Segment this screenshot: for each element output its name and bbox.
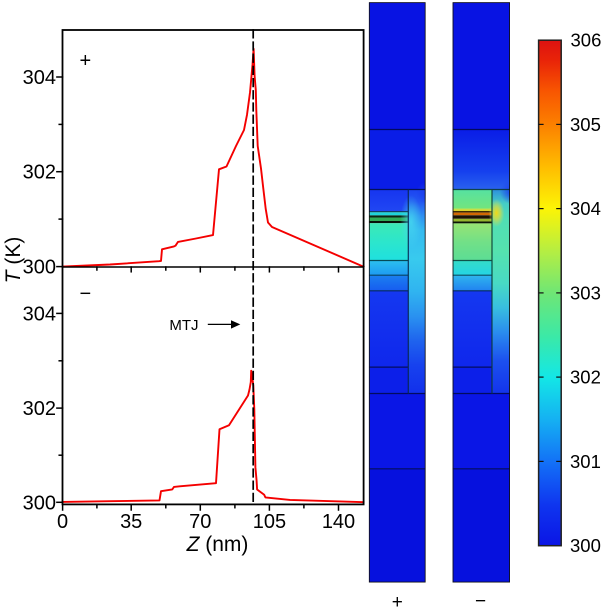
svg-text:300: 300: [23, 492, 56, 514]
svg-text:305: 305: [570, 114, 601, 135]
svg-text:303: 303: [570, 282, 601, 303]
svg-text:140: 140: [322, 511, 355, 533]
svg-text:+: +: [392, 592, 403, 608]
svg-text:105: 105: [253, 511, 286, 533]
svg-text:304: 304: [570, 198, 601, 219]
svg-text:T (K): T (K): [2, 237, 25, 284]
svg-text:+: +: [79, 50, 91, 72]
svg-text:0: 0: [57, 511, 68, 533]
svg-text:300: 300: [23, 257, 56, 279]
svg-text:35: 35: [120, 511, 142, 533]
svg-text:300: 300: [570, 535, 601, 556]
svg-text:MTJ: MTJ: [169, 317, 198, 334]
svg-text:306: 306: [571, 30, 602, 51]
svg-text:304: 304: [23, 67, 56, 89]
svg-text:302: 302: [570, 367, 601, 388]
svg-text:70: 70: [189, 511, 211, 533]
svg-text:304: 304: [23, 303, 56, 325]
svg-text:−: −: [79, 283, 91, 305]
svg-text:−: −: [475, 591, 486, 608]
svg-text:Z (nm): Z (nm): [186, 533, 249, 556]
svg-text:302: 302: [23, 398, 56, 420]
svg-text:301: 301: [570, 451, 601, 472]
svg-text:302: 302: [23, 162, 56, 184]
